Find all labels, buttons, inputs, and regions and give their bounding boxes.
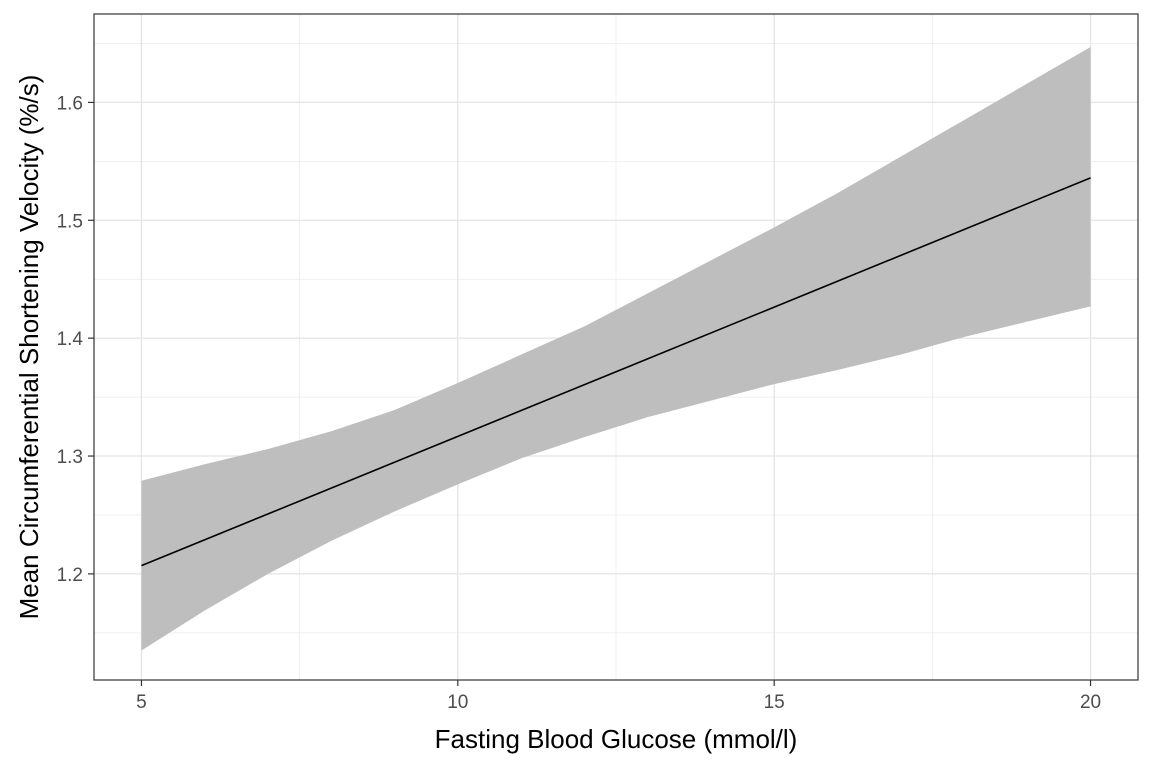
y-axis-title: Mean Circumferential Shortening Velocity…: [14, 75, 44, 620]
x-axis-ticks: 5 10 15 20: [136, 680, 1101, 713]
y-tick-label: 1.5: [57, 211, 83, 232]
x-tick-label: 15: [764, 692, 785, 713]
y-tick-label: 1.2: [57, 565, 83, 586]
x-axis-title: Fasting Blood Glucose (mmol/l): [435, 724, 798, 754]
y-tick-label: 1.6: [57, 93, 83, 114]
x-tick-label: 5: [136, 692, 147, 713]
confidence-band-layer: [141, 47, 1091, 651]
y-tick-label: 1.3: [57, 447, 83, 468]
y-tick-label: 1.4: [57, 329, 84, 350]
confidence-band: [141, 47, 1091, 651]
x-tick-label: 10: [447, 692, 468, 713]
panel-border: [93, 13, 1139, 681]
y-axis-ticks: 1.2 1.3 1.4 1.5 1.6: [57, 93, 94, 586]
fit-line-layer: [141, 177, 1091, 567]
fit-line: [141, 177, 1091, 567]
x-tick-label: 20: [1080, 692, 1101, 713]
